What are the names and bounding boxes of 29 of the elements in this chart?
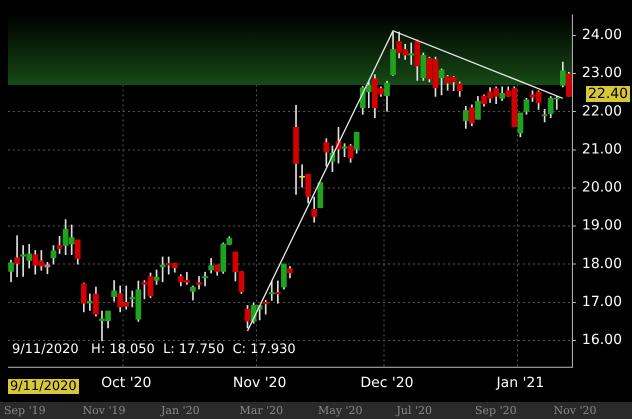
candlestick	[202, 272, 208, 286]
x-tick-label: Nov '20	[232, 375, 286, 392]
y-tick-label: 20.00	[582, 180, 622, 196]
text: May '20	[318, 404, 363, 417]
text: Jul '20	[396, 404, 432, 417]
text: Nov '20	[554, 404, 596, 417]
y-tick-label: 18.00	[582, 256, 622, 272]
candlestick	[196, 276, 202, 290]
x-tick-label: Jan '21	[496, 375, 544, 392]
y-tick-label: 22.00	[582, 103, 622, 120]
text: 9/11/2020	[8, 379, 79, 394]
y-tick-label: 21.00	[582, 141, 622, 158]
y-tick-label: 17.00	[582, 294, 622, 310]
y-tick-label: 19.00	[582, 218, 622, 234]
candlestick	[154, 270, 160, 285]
x-tick-label: Oct '20	[101, 375, 152, 392]
y-tick-label: 24.00	[582, 27, 622, 44]
candlestick	[56, 236, 62, 254]
annotation: 9/11/2020 H: 18.050 L: 17.750 C: 17.930	[12, 342, 296, 357]
text: Nov '19	[82, 404, 126, 417]
text: Jan '20	[161, 404, 200, 417]
y-tick-label: 23.00	[582, 65, 622, 82]
candlestick	[342, 143, 348, 157]
text: Sep '19	[4, 404, 46, 417]
text: Mar '20	[240, 404, 284, 417]
text: Sep '20	[475, 404, 517, 417]
text: 22.40	[586, 86, 630, 102]
x-tick-label: Dec '20	[360, 375, 414, 392]
y-tick-label: 16.00	[582, 332, 622, 348]
